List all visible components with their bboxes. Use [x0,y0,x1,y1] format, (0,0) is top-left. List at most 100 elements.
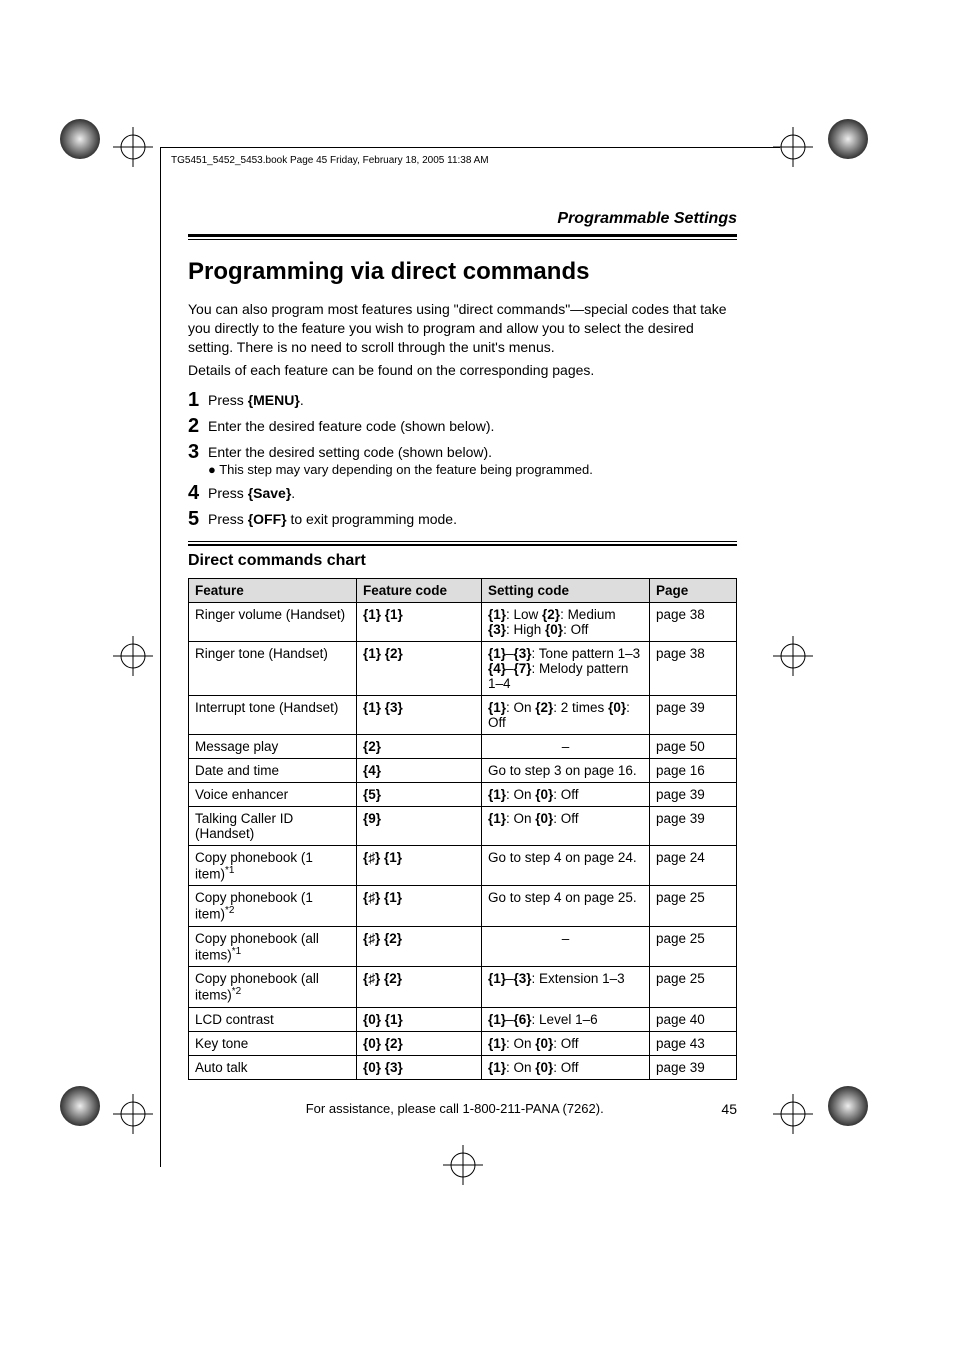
cell-feature: Ringer volume (Handset) [189,602,357,641]
cell-setting-code: {1}–{3}: Tone pattern 1–3{4}–{7}: Melody… [482,641,650,695]
source-file-header: TG5451_5452_5453.book Page 45 Friday, Fe… [171,155,489,166]
page-title: Programming via direct commands [188,258,737,286]
table-row: Copy phonebook (1 item)*1{♯} {1}Go to st… [189,845,737,886]
cell-setting-code: {1}: On {0}: Off [482,782,650,806]
cell-feature: Copy phonebook (all items)*2 [189,967,357,1008]
step-1: 1 Press {MENU}. [188,390,737,410]
key-label: {Save} [248,485,292,501]
section-header: Programmable Settings [188,210,737,228]
step-text: Press [208,511,248,527]
reg-mark-icon [113,1094,153,1134]
step-number: 3 [188,442,208,462]
table-row: Ringer tone (Handset){1} {2}{1}–{3}: Ton… [189,641,737,695]
step-number: 2 [188,416,208,436]
step-2: 2 Enter the desired feature code (shown … [188,416,737,436]
reg-mark-icon [113,636,153,676]
table-body: Ringer volume (Handset){1} {1}{1}: Low {… [189,602,737,1079]
key-label: {OFF} [248,511,287,527]
table-row: Talking Caller ID (Handset){9}{1}: On {0… [189,806,737,845]
reg-mark-icon [443,1145,483,1185]
page-content: Programmable Settings Programming via di… [188,210,737,1080]
table-row: Interrupt tone (Handset){1} {3}{1}: On {… [189,695,737,734]
cell-page: page 39 [650,1055,737,1079]
col-feature-code: Feature code [357,578,482,602]
cell-feature-code: {♯} {2} [357,926,482,967]
reg-mark-icon [773,1094,813,1134]
step-3: 3 Enter the desired setting code (shown … [188,442,737,477]
cell-page: page 16 [650,758,737,782]
cell-feature: Copy phonebook (all items)*1 [189,926,357,967]
cell-setting-code: {1}: On {0}: Off [482,1055,650,1079]
cell-page: page 50 [650,734,737,758]
step-number: 4 [188,483,208,503]
table-row: Key tone{0} {2}{1}: On {0}: Offpage 43 [189,1031,737,1055]
cell-feature-code: {2} [357,734,482,758]
cell-setting-code: {1}: Low {2}: Medium{3}: High {0}: Off [482,602,650,641]
cell-feature: Interrupt tone (Handset) [189,695,357,734]
cell-feature-code: {5} [357,782,482,806]
table-row: Copy phonebook (1 item)*2{♯} {1}Go to st… [189,886,737,927]
reg-ball-icon [826,117,870,161]
footer-text: For assistance, please call 1-800-211-PA… [188,1101,721,1117]
cell-page: page 43 [650,1031,737,1055]
page-number: 45 [721,1101,737,1117]
col-setting-code: Setting code [482,578,650,602]
cell-feature: LCD contrast [189,1007,357,1031]
table-row: Voice enhancer{5}{1}: On {0}: Offpage 39 [189,782,737,806]
cell-page: page 24 [650,845,737,886]
cell-feature: Voice enhancer [189,782,357,806]
step-number: 1 [188,390,208,410]
crop-line [160,147,780,148]
cell-feature-code: {1} {3} [357,695,482,734]
reg-ball-icon [826,1084,870,1128]
intro-paragraph-2: Details of each feature can be found on … [188,361,737,380]
intro-paragraph: You can also program most features using… [188,300,737,357]
step-text: to exit programming mode. [287,511,457,527]
cell-setting-code: {1}: On {2}: 2 times {0}: Off [482,695,650,734]
steps-list: 1 Press {MENU}. 2 Enter the desired feat… [188,390,737,529]
cell-feature: Ringer tone (Handset) [189,641,357,695]
cell-feature-code: {0} {1} [357,1007,482,1031]
cell-setting-code: {1}–{3}: Extension 1–3 [482,967,650,1008]
cell-feature-code: {1} {2} [357,641,482,695]
cell-page: page 25 [650,967,737,1008]
reg-ball-icon [58,117,102,161]
step-text: . [291,485,295,501]
cell-setting-code: Go to step 3 on page 16. [482,758,650,782]
col-page: Page [650,578,737,602]
cell-setting-code: {1}: On {0}: Off [482,806,650,845]
step-text: Enter the desired feature code (shown be… [208,416,494,434]
cell-feature-code: {4} [357,758,482,782]
cell-feature: Copy phonebook (1 item)*2 [189,886,357,927]
step-text: . [300,392,304,408]
cell-feature: Message play [189,734,357,758]
cell-feature: Talking Caller ID (Handset) [189,806,357,845]
table-row: Copy phonebook (all items)*2{♯} {2}{1}–{… [189,967,737,1008]
cell-feature: Date and time [189,758,357,782]
step-subtext: ● This step may vary depending on the fe… [208,462,593,477]
step-5: 5 Press {OFF} to exit programming mode. [188,509,737,529]
table-row: LCD contrast{0} {1}{1}–{6}: Level 1–6pag… [189,1007,737,1031]
reg-mark-icon [113,127,153,167]
cell-page: page 39 [650,806,737,845]
cell-feature: Key tone [189,1031,357,1055]
step-text: Press [208,485,248,501]
cell-page: page 39 [650,695,737,734]
rule [188,234,737,240]
table-row: Copy phonebook (all items)*1{♯} {2}–page… [189,926,737,967]
cell-feature: Copy phonebook (1 item)*1 [189,845,357,886]
cell-feature-code: {0} {2} [357,1031,482,1055]
cell-feature-code: {1} {1} [357,602,482,641]
cell-setting-code: Go to step 4 on page 25. [482,886,650,927]
cell-feature-code: {9} [357,806,482,845]
col-feature: Feature [189,578,357,602]
cell-feature: Auto talk [189,1055,357,1079]
table-row: Ringer volume (Handset){1} {1}{1}: Low {… [189,602,737,641]
step-text: Press [208,392,248,408]
cell-page: page 38 [650,641,737,695]
cell-setting-code: {1}–{6}: Level 1–6 [482,1007,650,1031]
step-4: 4 Press {Save}. [188,483,737,503]
commands-table: Feature Feature code Setting code Page R… [188,578,737,1080]
rule [188,541,737,546]
page-footer: For assistance, please call 1-800-211-PA… [188,1101,737,1117]
